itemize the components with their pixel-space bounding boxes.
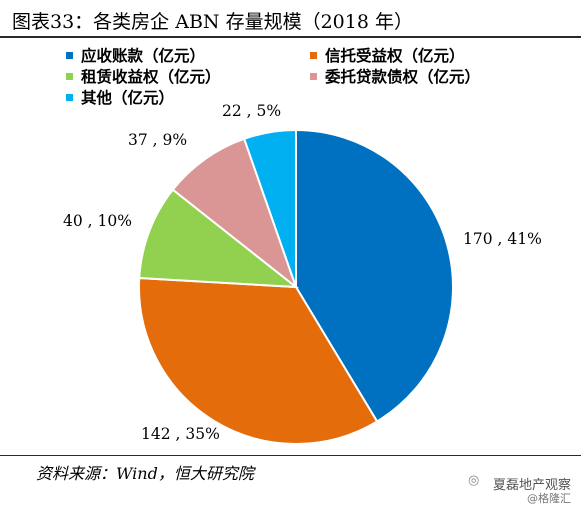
legend-label: 信托受益权（亿元） [325, 46, 465, 65]
data-label: 40 , 10% [63, 212, 132, 230]
legend-label: 应收账款（亿元） [81, 46, 206, 65]
pie-slice [171, 137, 299, 290]
pie-slice [138, 188, 300, 289]
legend-item: 其他（亿元） [66, 86, 174, 108]
data-label: 142 , 35% [141, 425, 220, 443]
legend-label: 其他（亿元） [81, 88, 175, 107]
title-bar: 图表33：各类房企 ABN 存量规模（2018 年） [0, 0, 581, 36]
top-rule [0, 36, 581, 38]
pie-slice [138, 276, 379, 445]
legend-label: 租赁收益权（亿元） [81, 67, 221, 86]
watermark-handle: @格隆汇 [527, 492, 571, 505]
legend-item: 应收账款（亿元） [66, 44, 205, 66]
bottom-rule [0, 455, 581, 456]
watermark-name: 夏磊地产观察 [492, 478, 571, 493]
legend-swatch [66, 51, 73, 59]
wechat-icon: ◎ [468, 473, 480, 488]
legend-swatch [310, 51, 317, 59]
data-label: 170 , 41% [463, 230, 542, 248]
pie-slice [295, 128, 454, 423]
legend-swatch [66, 72, 73, 80]
legend-item: 租赁收益权（亿元） [66, 65, 221, 87]
legend-swatch [66, 93, 73, 101]
legend-item: 委托贷款债权（亿元） [310, 65, 480, 87]
data-label: 22 , 5% [222, 102, 282, 120]
legend-swatch [310, 72, 317, 80]
data-label: 37 , 9% [128, 131, 188, 149]
chart-title: 图表33：各类房企 ABN 存量规模（2018 年） [12, 11, 413, 33]
legend-label: 委托贷款债权（亿元） [325, 67, 481, 86]
legend-item: 信托受益权（亿元） [310, 44, 465, 66]
source-note: 资料来源：Wind，恒大研究院 [36, 464, 254, 483]
pie-slice [242, 128, 297, 288]
